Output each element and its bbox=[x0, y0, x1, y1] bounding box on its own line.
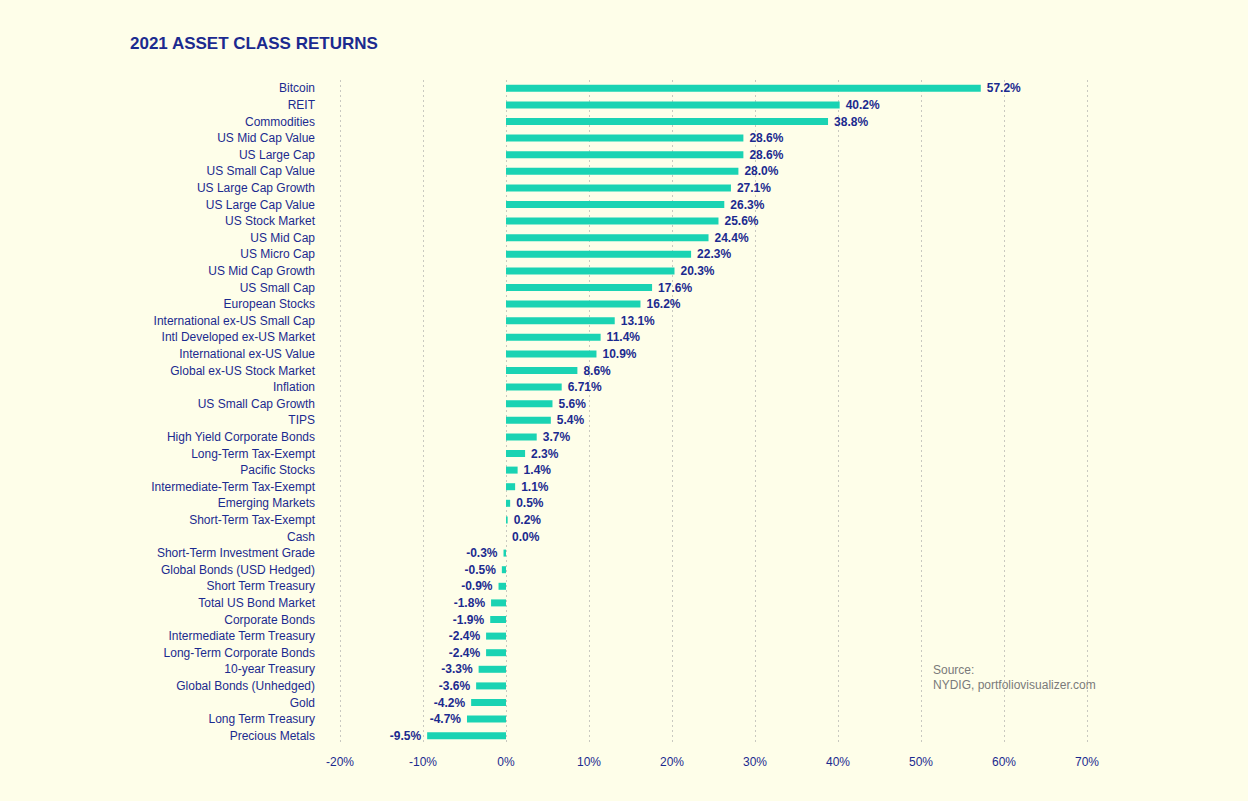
svg-text:50%: 50% bbox=[909, 755, 933, 769]
svg-text:Intermediate Term Treasury: Intermediate Term Treasury bbox=[168, 629, 315, 643]
svg-text:Source:: Source: bbox=[933, 663, 974, 677]
svg-text:24.4%: 24.4% bbox=[715, 231, 749, 245]
svg-text:38.8%: 38.8% bbox=[834, 115, 868, 129]
svg-text:Bitcoin: Bitcoin bbox=[279, 81, 315, 95]
svg-text:60%: 60% bbox=[992, 755, 1016, 769]
svg-text:5.6%: 5.6% bbox=[558, 397, 586, 411]
svg-text:25.6%: 25.6% bbox=[724, 214, 758, 228]
svg-text:US Large Cap Growth: US Large Cap Growth bbox=[197, 181, 315, 195]
svg-text:Total US Bond Market: Total US Bond Market bbox=[198, 596, 315, 610]
svg-text:-3.6%: -3.6% bbox=[439, 679, 471, 693]
svg-text:Global Bonds (USD Hedged): Global Bonds (USD Hedged) bbox=[161, 563, 315, 577]
svg-text:28.6%: 28.6% bbox=[749, 148, 783, 162]
svg-text:Global Bonds (Unhedged): Global Bonds (Unhedged) bbox=[176, 679, 315, 693]
svg-text:Long-Term Tax-Exempt: Long-Term Tax-Exempt bbox=[191, 447, 315, 461]
svg-text:US Large Cap Value: US Large Cap Value bbox=[206, 198, 316, 212]
svg-text:Emerging Markets: Emerging Markets bbox=[218, 496, 315, 510]
svg-text:5.4%: 5.4% bbox=[557, 413, 585, 427]
svg-text:2021 ASSET CLASS RETURNS: 2021 ASSET CLASS RETURNS bbox=[130, 34, 378, 53]
svg-text:20.3%: 20.3% bbox=[680, 264, 714, 278]
svg-text:International ex-US Small Cap: International ex-US Small Cap bbox=[154, 314, 316, 328]
svg-text:-1.8%: -1.8% bbox=[454, 596, 486, 610]
svg-text:3.7%: 3.7% bbox=[543, 430, 571, 444]
svg-text:11.4%: 11.4% bbox=[607, 330, 641, 344]
svg-text:16.2%: 16.2% bbox=[646, 297, 680, 311]
svg-text:-0.9%: -0.9% bbox=[461, 579, 493, 593]
svg-text:US Stock Market: US Stock Market bbox=[225, 214, 316, 228]
svg-text:40%: 40% bbox=[826, 755, 850, 769]
svg-text:Inflation: Inflation bbox=[273, 380, 315, 394]
svg-text:22.3%: 22.3% bbox=[697, 247, 731, 261]
svg-text:1.1%: 1.1% bbox=[521, 480, 549, 494]
svg-text:Gold: Gold bbox=[290, 696, 315, 710]
svg-text:30%: 30% bbox=[743, 755, 767, 769]
svg-text:US Small Cap Value: US Small Cap Value bbox=[207, 164, 316, 178]
svg-text:0.5%: 0.5% bbox=[516, 496, 544, 510]
svg-text:8.6%: 8.6% bbox=[583, 364, 611, 378]
svg-text:-0.5%: -0.5% bbox=[464, 563, 496, 577]
svg-text:US Mid Cap Growth: US Mid Cap Growth bbox=[208, 264, 315, 278]
svg-text:57.2%: 57.2% bbox=[987, 81, 1021, 95]
svg-text:Precious Metals: Precious Metals bbox=[230, 729, 315, 743]
svg-text:Long-Term Corporate Bonds: Long-Term Corporate Bonds bbox=[164, 646, 315, 660]
svg-text:0%: 0% bbox=[497, 755, 515, 769]
svg-text:20%: 20% bbox=[660, 755, 684, 769]
svg-text:European Stocks: European Stocks bbox=[224, 297, 315, 311]
svg-text:Intermediate-Term Tax-Exempt: Intermediate-Term Tax-Exempt bbox=[151, 480, 316, 494]
svg-text:Short-Term Tax-Exempt: Short-Term Tax-Exempt bbox=[189, 513, 315, 527]
svg-text:2.3%: 2.3% bbox=[531, 447, 559, 461]
svg-text:Commodities: Commodities bbox=[245, 115, 315, 129]
svg-text:-1.9%: -1.9% bbox=[453, 613, 485, 627]
svg-text:-9.5%: -9.5% bbox=[390, 729, 422, 743]
svg-text:Short-Term Investment Grade: Short-Term Investment Grade bbox=[157, 546, 315, 560]
svg-text:REIT: REIT bbox=[288, 98, 316, 112]
svg-text:US Small Cap: US Small Cap bbox=[240, 281, 316, 295]
svg-text:Global ex-US Stock Market: Global ex-US Stock Market bbox=[170, 364, 315, 378]
svg-text:28.0%: 28.0% bbox=[744, 164, 778, 178]
svg-text:US Small Cap Growth: US Small Cap Growth bbox=[198, 397, 315, 411]
svg-text:Corporate Bonds: Corporate Bonds bbox=[224, 613, 315, 627]
svg-text:US Large Cap: US Large Cap bbox=[239, 148, 315, 162]
svg-text:70%: 70% bbox=[1075, 755, 1099, 769]
svg-text:Short Term Treasury: Short Term Treasury bbox=[207, 579, 315, 593]
svg-text:NYDIG, portfoliovisualizer.com: NYDIG, portfoliovisualizer.com bbox=[933, 678, 1096, 692]
svg-text:1.4%: 1.4% bbox=[524, 463, 552, 477]
svg-text:10.9%: 10.9% bbox=[602, 347, 636, 361]
svg-text:High Yield Corporate Bonds: High Yield Corporate Bonds bbox=[167, 430, 315, 444]
svg-text:Cash: Cash bbox=[287, 530, 315, 544]
svg-text:-2.4%: -2.4% bbox=[449, 646, 481, 660]
svg-text:TIPS: TIPS bbox=[288, 413, 315, 427]
svg-text:US Micro Cap: US Micro Cap bbox=[240, 247, 315, 261]
svg-text:27.1%: 27.1% bbox=[737, 181, 771, 195]
svg-text:0.2%: 0.2% bbox=[514, 513, 542, 527]
svg-text:-4.7%: -4.7% bbox=[430, 712, 462, 726]
svg-text:International ex-US Value: International ex-US Value bbox=[179, 347, 315, 361]
svg-text:-2.4%: -2.4% bbox=[449, 629, 481, 643]
svg-text:US Mid Cap Value: US Mid Cap Value bbox=[217, 131, 315, 145]
svg-text:13.1%: 13.1% bbox=[621, 314, 655, 328]
svg-text:-10%: -10% bbox=[409, 755, 437, 769]
svg-text:-3.3%: -3.3% bbox=[441, 662, 473, 676]
svg-text:17.6%: 17.6% bbox=[658, 281, 692, 295]
svg-text:26.3%: 26.3% bbox=[730, 198, 764, 212]
svg-text:40.2%: 40.2% bbox=[846, 98, 880, 112]
svg-text:28.6%: 28.6% bbox=[749, 131, 783, 145]
svg-text:-20%: -20% bbox=[326, 755, 354, 769]
svg-text:Pacific Stocks: Pacific Stocks bbox=[240, 463, 315, 477]
svg-text:6.71%: 6.71% bbox=[568, 380, 602, 394]
svg-text:0.0%: 0.0% bbox=[512, 530, 540, 544]
svg-text:Intl Developed ex-US Market: Intl Developed ex-US Market bbox=[162, 330, 316, 344]
svg-text:10-year Treasury: 10-year Treasury bbox=[224, 662, 315, 676]
svg-text:Long Term Treasury: Long Term Treasury bbox=[209, 712, 316, 726]
svg-text:-4.2%: -4.2% bbox=[434, 696, 466, 710]
svg-text:US Mid Cap: US Mid Cap bbox=[250, 231, 315, 245]
svg-text:10%: 10% bbox=[577, 755, 601, 769]
svg-text:-0.3%: -0.3% bbox=[466, 546, 498, 560]
